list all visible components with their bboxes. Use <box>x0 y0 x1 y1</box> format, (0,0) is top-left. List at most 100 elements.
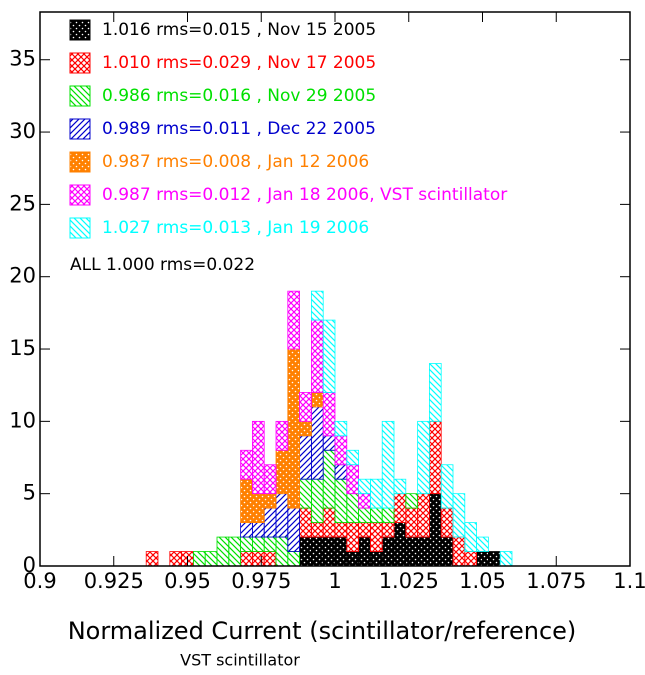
bar-segment <box>381 536 395 567</box>
bar-segment <box>251 420 265 495</box>
bar-segment <box>251 536 265 552</box>
bar-segment <box>346 493 359 524</box>
bar-segment <box>275 420 289 451</box>
bar-segment <box>464 551 477 567</box>
bar-segment <box>358 522 371 538</box>
bar-segment <box>322 536 336 567</box>
bar-segment <box>346 449 359 466</box>
bar-segment <box>263 551 277 567</box>
legend-label: 0.987 rms=0.008 , Jan 12 2006 <box>102 152 369 172</box>
legend-label: 1.010 rms=0.029 , Nov 17 2005 <box>102 53 376 73</box>
bar-segment <box>322 319 336 393</box>
legend-swatch <box>69 217 91 239</box>
bar-segment <box>240 478 253 524</box>
bar-segment <box>369 507 383 524</box>
bar-segment <box>499 551 513 567</box>
bar-segment <box>417 493 430 538</box>
bar-segment <box>299 420 312 437</box>
x-tick-label: 1.05 <box>459 569 506 593</box>
bar-segment <box>322 435 336 451</box>
bar-segment <box>346 522 359 552</box>
bar-segment <box>358 536 371 567</box>
bar-segment <box>476 536 489 552</box>
annotation: ALL 1.000 rms=0.022 <box>70 255 255 275</box>
bar-segment <box>334 435 348 466</box>
legend-swatch <box>69 151 91 173</box>
bar-segment <box>334 464 348 480</box>
bar-segment <box>322 507 336 538</box>
bar-segment <box>358 493 371 509</box>
bar-segment <box>405 536 418 567</box>
bar-segment <box>334 478 348 524</box>
bar-segment <box>452 493 466 538</box>
bar-segment <box>417 420 430 495</box>
bar-segment <box>299 392 312 422</box>
bar-segment <box>287 507 300 552</box>
x-tick-label: 1.1 <box>613 569 645 593</box>
y-tick-label: 30 <box>9 119 36 143</box>
bar-segment <box>346 551 359 567</box>
bar-segment <box>310 290 324 321</box>
bar-segment <box>334 522 348 538</box>
bar-segment <box>287 551 300 567</box>
bar-segment <box>216 536 230 567</box>
bar-segment <box>440 507 454 538</box>
bar-segment <box>428 493 442 567</box>
bar-segment <box>263 493 277 509</box>
bar-segment <box>440 464 454 509</box>
y-tick-label: 25 <box>9 191 36 215</box>
bar-segment <box>346 464 359 495</box>
bar-segment <box>263 464 277 495</box>
bar-segment <box>369 551 383 567</box>
bar-segment <box>251 522 265 538</box>
legend-swatch <box>69 184 91 206</box>
x-axis-label: Normalized Current (scintillator/referen… <box>68 617 577 645</box>
bar-segment <box>169 551 183 567</box>
bar-segment <box>322 449 336 509</box>
x-tick-label: 0.95 <box>164 569 211 593</box>
bar-segment <box>393 478 407 495</box>
legend-swatch <box>69 19 91 41</box>
x-tick-label: 1.075 <box>526 569 586 593</box>
bar-segment <box>393 522 407 567</box>
bar-segment <box>358 478 371 495</box>
bar-segment <box>299 478 312 509</box>
bar-segment <box>310 536 324 567</box>
bar-segment <box>263 536 277 552</box>
bar-segment <box>240 522 253 538</box>
bar-segment <box>240 536 253 552</box>
legend-label: 0.987 rms=0.012 , Jan 18 2006, VST scint… <box>102 185 507 205</box>
bar-segment <box>487 551 501 567</box>
bar-segment <box>240 551 253 567</box>
bar-segment <box>310 406 324 480</box>
bar-segment <box>464 522 477 552</box>
legend-swatch <box>69 85 91 107</box>
bar-segment <box>369 522 383 552</box>
legend-label: 1.027 rms=0.013 , Jan 19 2006 <box>102 218 369 238</box>
x-tick-label: 0.975 <box>231 569 291 593</box>
x-tick-label: 0.925 <box>84 569 144 593</box>
bar-segment <box>358 507 371 524</box>
legend-swatch <box>69 118 91 140</box>
bar-segment <box>381 522 395 538</box>
bar-segment <box>405 493 418 509</box>
bar-segment <box>310 522 324 538</box>
legend-label: 1.016 rms=0.015 , Nov 15 2005 <box>102 20 376 40</box>
bar-segment <box>322 392 336 437</box>
x-tick-label: 1 <box>328 569 341 593</box>
bar-segment <box>381 507 395 524</box>
bar-segment <box>299 507 312 538</box>
y-tick-label: 10 <box>9 408 36 432</box>
bar-segment <box>251 551 265 567</box>
bar-segment <box>428 420 442 495</box>
y-tick-label: 0 <box>23 553 36 577</box>
bar-segment <box>310 392 324 408</box>
bar-segment <box>228 536 242 567</box>
bar-segment <box>417 536 430 567</box>
subtitle: VST scintillator <box>180 651 300 670</box>
bar-segment <box>299 536 312 567</box>
bar-segment <box>204 551 218 567</box>
bar-segment <box>334 420 348 437</box>
